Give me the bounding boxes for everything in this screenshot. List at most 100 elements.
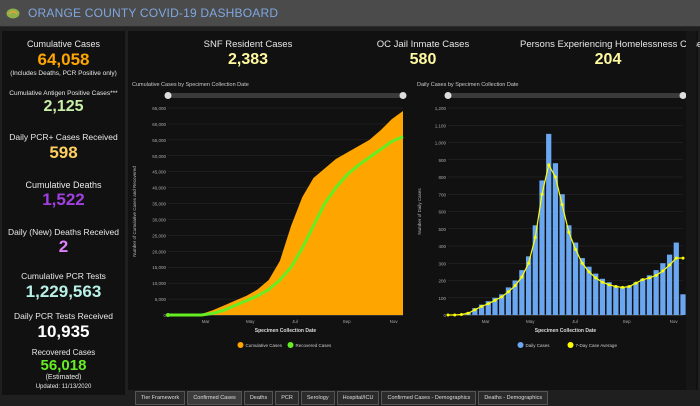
- daily-cases-bar: [579, 258, 585, 315]
- homeless-label: Persons Experiencing Homelessness Cases: [520, 39, 700, 50]
- seven-day-average-point: [634, 281, 638, 285]
- jail-value: 580: [409, 51, 437, 68]
- seven-day-average-point: [540, 192, 544, 196]
- seven-day-average-point: [459, 312, 463, 316]
- y-tick-label: 10,000: [152, 281, 166, 286]
- seven-day-average-point: [614, 285, 618, 289]
- y-tick-label: 45,000: [152, 170, 166, 175]
- cumulative-cases-area: [168, 110, 403, 315]
- dashboard-title: ORANGE COUNTY COVID-19 DASHBOARD: [28, 6, 279, 20]
- daily-pcr-tests-value: 10,935: [37, 322, 90, 341]
- seven-day-average-point: [520, 275, 524, 279]
- legend-marker: [567, 342, 574, 348]
- daily-cases-bar: [586, 266, 592, 315]
- scrollbar[interactable]: [686, 31, 696, 390]
- daily-cases-bar: [566, 225, 572, 315]
- cumulative-cases-label: Cumulative Cases: [26, 39, 101, 49]
- legend-marker: [287, 342, 294, 348]
- daily-cases-bar: [599, 278, 606, 315]
- recovered-start-point: [166, 313, 170, 317]
- daily-cases-bar: [499, 294, 505, 315]
- cumulative-deaths-label: Cumulative Deaths: [25, 180, 102, 190]
- legend-label: Cumulative Cases: [246, 343, 283, 348]
- daily-cases-bar: [619, 287, 626, 315]
- tab-confirmed-cases-demographics[interactable]: Confirmed Cases - Demographics: [381, 391, 477, 405]
- tab-pcr[interactable]: PCR: [275, 391, 299, 405]
- x-tick-label: May: [246, 319, 255, 324]
- seven-day-average-point: [654, 273, 658, 277]
- tab-hospital-icu[interactable]: Hospital/ICU: [336, 391, 380, 405]
- daily-cases-bar: [626, 285, 632, 315]
- x-tick-label: Mar: [482, 319, 490, 324]
- seven-day-average-point: [486, 302, 490, 306]
- seven-day-average-point: [587, 270, 591, 274]
- seven-day-average-point: [621, 285, 625, 289]
- seven-day-average-point: [661, 269, 665, 273]
- seven-day-average-point: [674, 256, 678, 260]
- seven-day-average-point: [493, 298, 497, 302]
- y-tick-label: 50,000: [152, 154, 166, 159]
- daily-cases-bar: [512, 280, 518, 315]
- y-tick-label: 1,200: [435, 106, 447, 111]
- seven-day-average-point: [453, 313, 457, 317]
- y-axis-label: Number of Cumulative Cases and Recovered: [132, 166, 137, 257]
- y-tick-label: 35,000: [152, 202, 166, 207]
- seven-day-average-point: [681, 256, 685, 260]
- daily-cases-bar: [505, 287, 512, 315]
- slider-handle-end: [399, 92, 407, 99]
- tab-confirmed-cases[interactable]: Confirmed Cases: [187, 391, 242, 405]
- daily-cases-bar: [673, 242, 679, 315]
- seven-day-average-point: [533, 235, 537, 239]
- time-slider-track: [168, 93, 403, 98]
- daily-cases-bar: [539, 180, 545, 315]
- daily-cases-bar: [472, 308, 478, 315]
- homeless-value: 204: [594, 51, 622, 68]
- y-tick-label: 200: [438, 279, 446, 284]
- x-tick-label: Sep: [623, 319, 632, 324]
- y-tick-label: 600: [438, 210, 446, 215]
- daily-cases-bar: [492, 297, 498, 315]
- seven-day-average-point: [607, 283, 611, 287]
- y-tick-label: 60,000: [152, 122, 166, 127]
- homeless-kpi: Persons Experiencing Homelessness Cases …: [520, 39, 700, 69]
- legend-marker: [517, 342, 524, 348]
- tab-bar: Tier Framework Confirmed Cases Deaths PCR Se…: [135, 391, 550, 406]
- seven-day-average-point: [567, 230, 571, 234]
- tab-serology[interactable]: Serology: [300, 391, 335, 405]
- antigen-cases-label: Cumulative Antigen Positive Cases***: [9, 90, 118, 97]
- seven-day-average-point: [594, 276, 598, 280]
- y-tick-label: 30,000: [152, 217, 166, 222]
- daily-cases-chart: 0 100 200 300 400 500 600 700 800 900 1,000 1,100 1,…: [417, 92, 687, 348]
- y-tick-label: 400: [438, 244, 446, 249]
- daily-cases-bar: [660, 263, 666, 315]
- y-tick-label: 700: [438, 192, 446, 197]
- legend-label: 7-Day Case Average: [576, 343, 618, 348]
- x-tick-label: Jul: [572, 319, 578, 324]
- seven-day-average-point: [506, 290, 510, 294]
- daily-cases-bar: [666, 254, 673, 315]
- x-tick-label: Sep: [343, 319, 352, 324]
- tab-deaths-demographics[interactable]: Deaths - Demographics: [478, 391, 549, 405]
- daily-deaths-value: 2: [58, 237, 69, 256]
- cumulative-deaths-value: 1,522: [42, 190, 85, 209]
- recovered-cases-label: Recovered Cases: [31, 348, 96, 357]
- seven-day-average-point: [553, 175, 557, 179]
- daily-cases-bar: [559, 194, 565, 315]
- daily-cases-bar: [613, 285, 619, 315]
- tab-tier-framework[interactable]: Tier Framework: [135, 391, 186, 405]
- daily-cases-bar: [532, 225, 538, 315]
- jail-kpi: OC Jail Inmate Cases 580: [343, 39, 503, 69]
- seven-day-average-point: [647, 276, 651, 280]
- recovered-cases-line: [168, 135, 404, 317]
- seven-day-average-point: [668, 263, 672, 267]
- y-tick-label: 900: [438, 158, 446, 163]
- tab-deaths[interactable]: Deaths: [243, 391, 274, 405]
- cumulative-cases-chart: 0 5,000 10,000 15,000 20,000 25,000 30,000 35,0…: [132, 92, 407, 348]
- seven-day-average-point: [527, 261, 531, 265]
- daily-cases-bar: [519, 270, 525, 315]
- cumulative-cases-note: (Includes Deaths, PCR Positive only): [10, 70, 117, 77]
- seven-day-average-point: [574, 247, 578, 251]
- legend-marker: [237, 342, 244, 348]
- y-tick-label: 1,100: [435, 123, 447, 128]
- daily-pcr-tests-label: Daily PCR Tests Received: [13, 311, 114, 321]
